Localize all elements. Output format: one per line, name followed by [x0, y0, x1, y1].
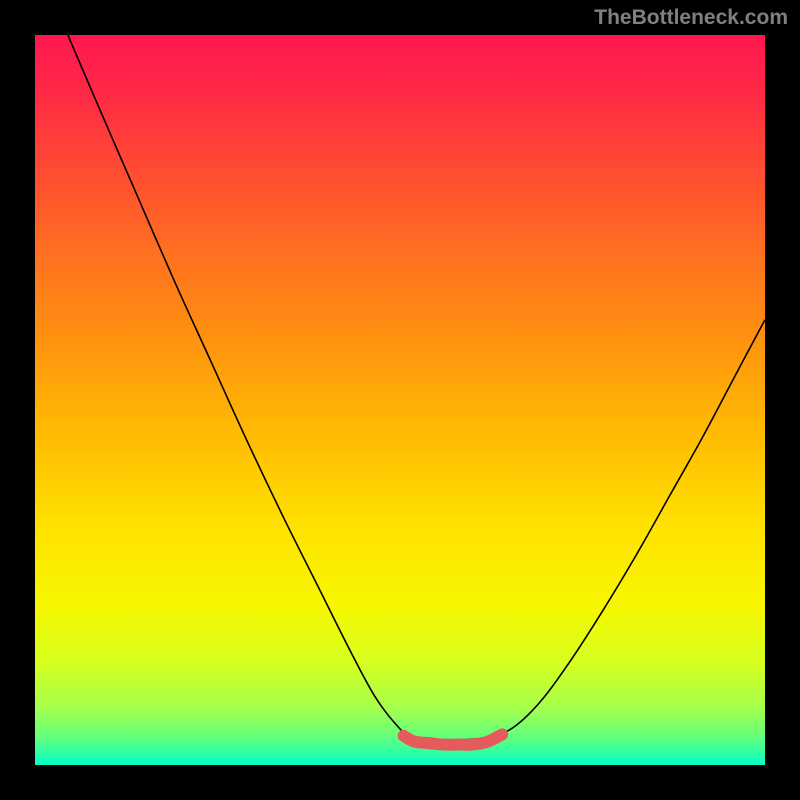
chart-background [35, 35, 765, 765]
bottleneck-curve-chart [35, 35, 765, 765]
watermark-text: TheBottleneck.com [594, 6, 788, 30]
chart-svg [35, 35, 765, 765]
